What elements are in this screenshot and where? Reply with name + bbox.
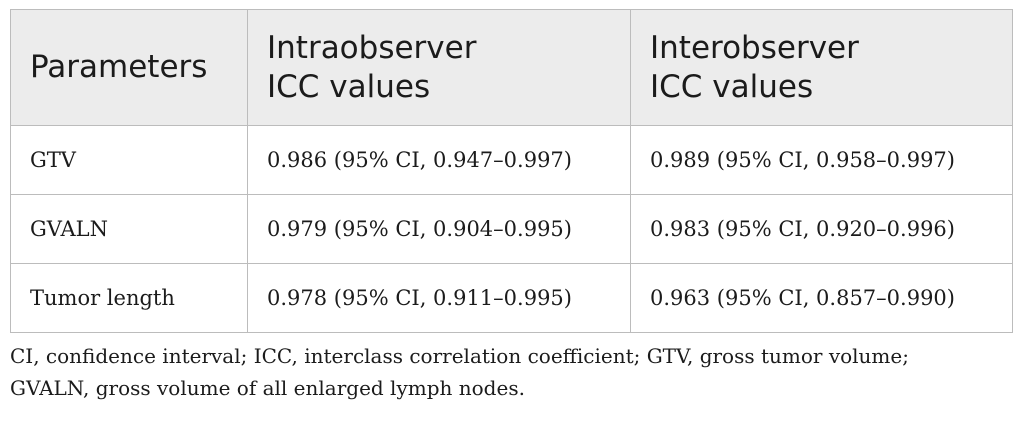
footnote-line-1: CI, confidence interval; ICC, interclass…: [10, 344, 909, 368]
icc-table-container: Parameters Intraobserver ICC values Inte…: [10, 9, 1013, 333]
footnote-line-2: GVALN, gross volume of all enlarged lymp…: [10, 376, 525, 400]
cell-parameter: GVALN: [10, 194, 248, 264]
cell-interobserver: 0.989 (95% CI, 0.958–0.997): [630, 125, 1013, 195]
table-row: Tumor length 0.978 (95% CI, 0.911–0.995)…: [10, 263, 1013, 333]
header-interobserver-line-1: Interobserver: [650, 29, 859, 66]
cell-parameter: Tumor length: [10, 263, 248, 333]
table-row: GTV 0.986 (95% CI, 0.947–0.997) 0.989 (9…: [10, 125, 1013, 195]
cell-interobserver: 0.963 (95% CI, 0.857–0.990): [630, 263, 1013, 333]
table-footnote: CI, confidence interval; ICC, interclass…: [10, 340, 1016, 404]
cell-intraobserver: 0.986 (95% CI, 0.947–0.997): [247, 125, 631, 195]
cell-parameter: GTV: [10, 125, 248, 195]
icc-table: Parameters Intraobserver ICC values Inte…: [10, 9, 1013, 333]
cell-interobserver: 0.983 (95% CI, 0.920–0.996): [630, 194, 1013, 264]
header-intraobserver-line-2: ICC values: [267, 68, 431, 105]
header-parameters: Parameters: [10, 9, 248, 126]
header-interobserver: Interobserver ICC values: [630, 9, 1013, 126]
header-interobserver-line-2: ICC values: [650, 68, 814, 105]
cell-intraobserver: 0.978 (95% CI, 0.911–0.995): [247, 263, 631, 333]
header-parameters-line-1: Parameters: [30, 49, 208, 85]
cell-intraobserver: 0.979 (95% CI, 0.904–0.995): [247, 194, 631, 264]
table-body: GTV 0.986 (95% CI, 0.947–0.997) 0.989 (9…: [10, 125, 1013, 333]
header-intraobserver: Intraobserver ICC values: [247, 9, 631, 126]
header-row: Parameters Intraobserver ICC values Inte…: [10, 9, 1013, 126]
header-intraobserver-line-1: Intraobserver: [267, 29, 477, 66]
table-row: GVALN 0.979 (95% CI, 0.904–0.995) 0.983 …: [10, 194, 1013, 264]
table-header: Parameters Intraobserver ICC values Inte…: [10, 9, 1013, 126]
